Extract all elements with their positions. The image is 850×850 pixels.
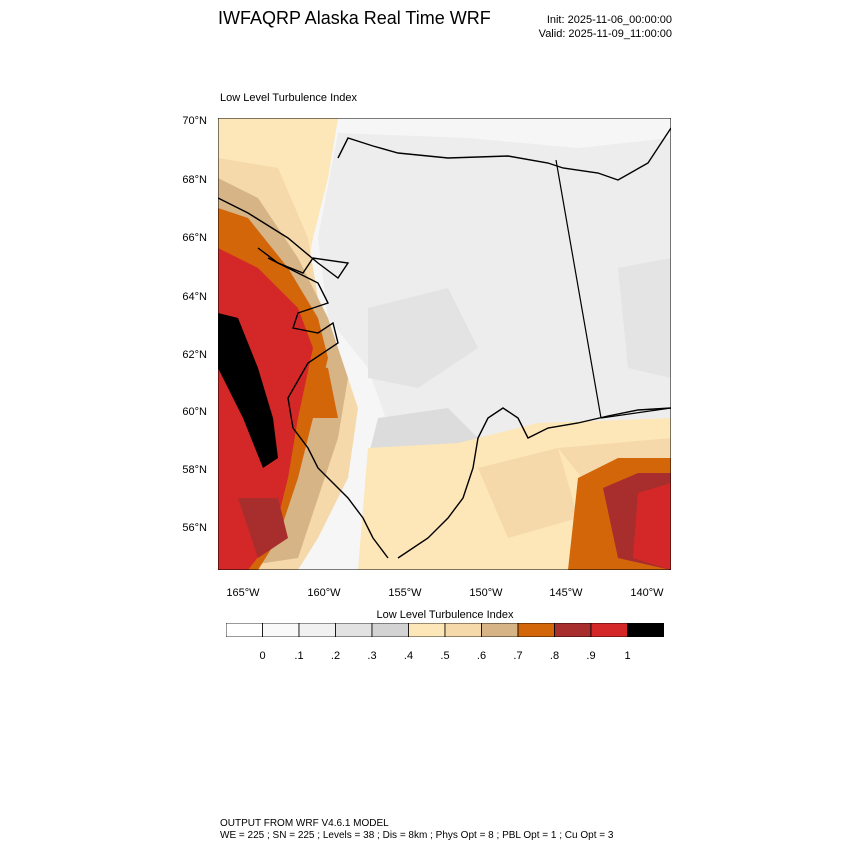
- lat-label: 62°N: [182, 349, 207, 361]
- footer-line-2: WE = 225 ; SN = 225 ; Levels = 38 ; Dis …: [220, 830, 614, 841]
- colorbar-swatch: [590, 623, 628, 637]
- colorbar-tick-label: .5: [440, 650, 450, 662]
- lat-label: 64°N: [182, 291, 207, 303]
- lat-label: 58°N: [182, 464, 207, 476]
- init-time: Init: 2025-11-06_00:00:00: [546, 14, 672, 26]
- model-footer: OUTPUT FROM WRF V4.6.1 MODEL WE = 225 ; …: [220, 818, 613, 842]
- colorbar-tick-label: .2: [330, 650, 341, 662]
- colorbar-tick-label: .3: [367, 650, 377, 662]
- colorbar-swatch: [444, 623, 482, 637]
- colorbar-tick-label: 0: [259, 650, 266, 662]
- border-line: [555, 159, 602, 419]
- footer-line-1: OUTPUT FROM WRF V4.6.1 MODEL: [220, 818, 389, 829]
- run-times: Init: 2025-11-06_00:00:00 Valid: 2025-11…: [539, 13, 672, 41]
- colorbar-swatch: [262, 623, 300, 637]
- colorbar-tick-label: .7: [513, 650, 523, 662]
- colorbar-tick-label: .4: [403, 650, 414, 662]
- colorbar: [226, 623, 664, 637]
- field-max-core: [218, 313, 278, 468]
- colorbar-tick-label: .6: [476, 650, 487, 662]
- map-panel: [218, 118, 671, 570]
- lat-label: 68°N: [182, 174, 207, 186]
- panel-title: Low Level Turbulence Index: [220, 92, 357, 104]
- coastlines: [218, 127, 671, 559]
- lon-label: 165°W: [226, 587, 260, 599]
- lon-label: 150°W: [469, 587, 503, 599]
- colorbar-swatch: [554, 623, 592, 637]
- colorbar-swatch: [627, 623, 664, 637]
- colorbar-swatch: [298, 623, 336, 637]
- lon-label: 140°W: [630, 587, 664, 599]
- valid-time: Valid: 2025-11-09_11:00:00: [538, 28, 672, 40]
- lon-label: 145°W: [549, 587, 583, 599]
- lat-label: 56°N: [182, 522, 207, 534]
- colorbar-swatch: [517, 623, 555, 637]
- main-title: IWFAQRP Alaska Real Time WRF: [218, 8, 491, 28]
- colorbar-swatch: [371, 623, 409, 637]
- colorbar-tick-label: .1: [294, 650, 304, 662]
- colorbar-swatch: [481, 623, 519, 637]
- colorbar-tick-label: .9: [586, 650, 596, 662]
- colorbar-tick-label: .8: [549, 650, 560, 662]
- colorbar-swatch: [335, 623, 373, 637]
- lon-label: 160°W: [307, 587, 341, 599]
- lat-label: 60°N: [182, 406, 207, 418]
- lon-label: 155°W: [388, 587, 422, 599]
- colorbar-swatch: [408, 623, 446, 637]
- colorbar-title: Low Level Turbulence Index: [376, 609, 514, 621]
- lat-label: 70°N: [182, 115, 207, 127]
- colorbar-swatch: [226, 623, 263, 637]
- colorbar-tick-label: 1: [624, 650, 631, 662]
- lat-label: 66°N: [182, 232, 207, 244]
